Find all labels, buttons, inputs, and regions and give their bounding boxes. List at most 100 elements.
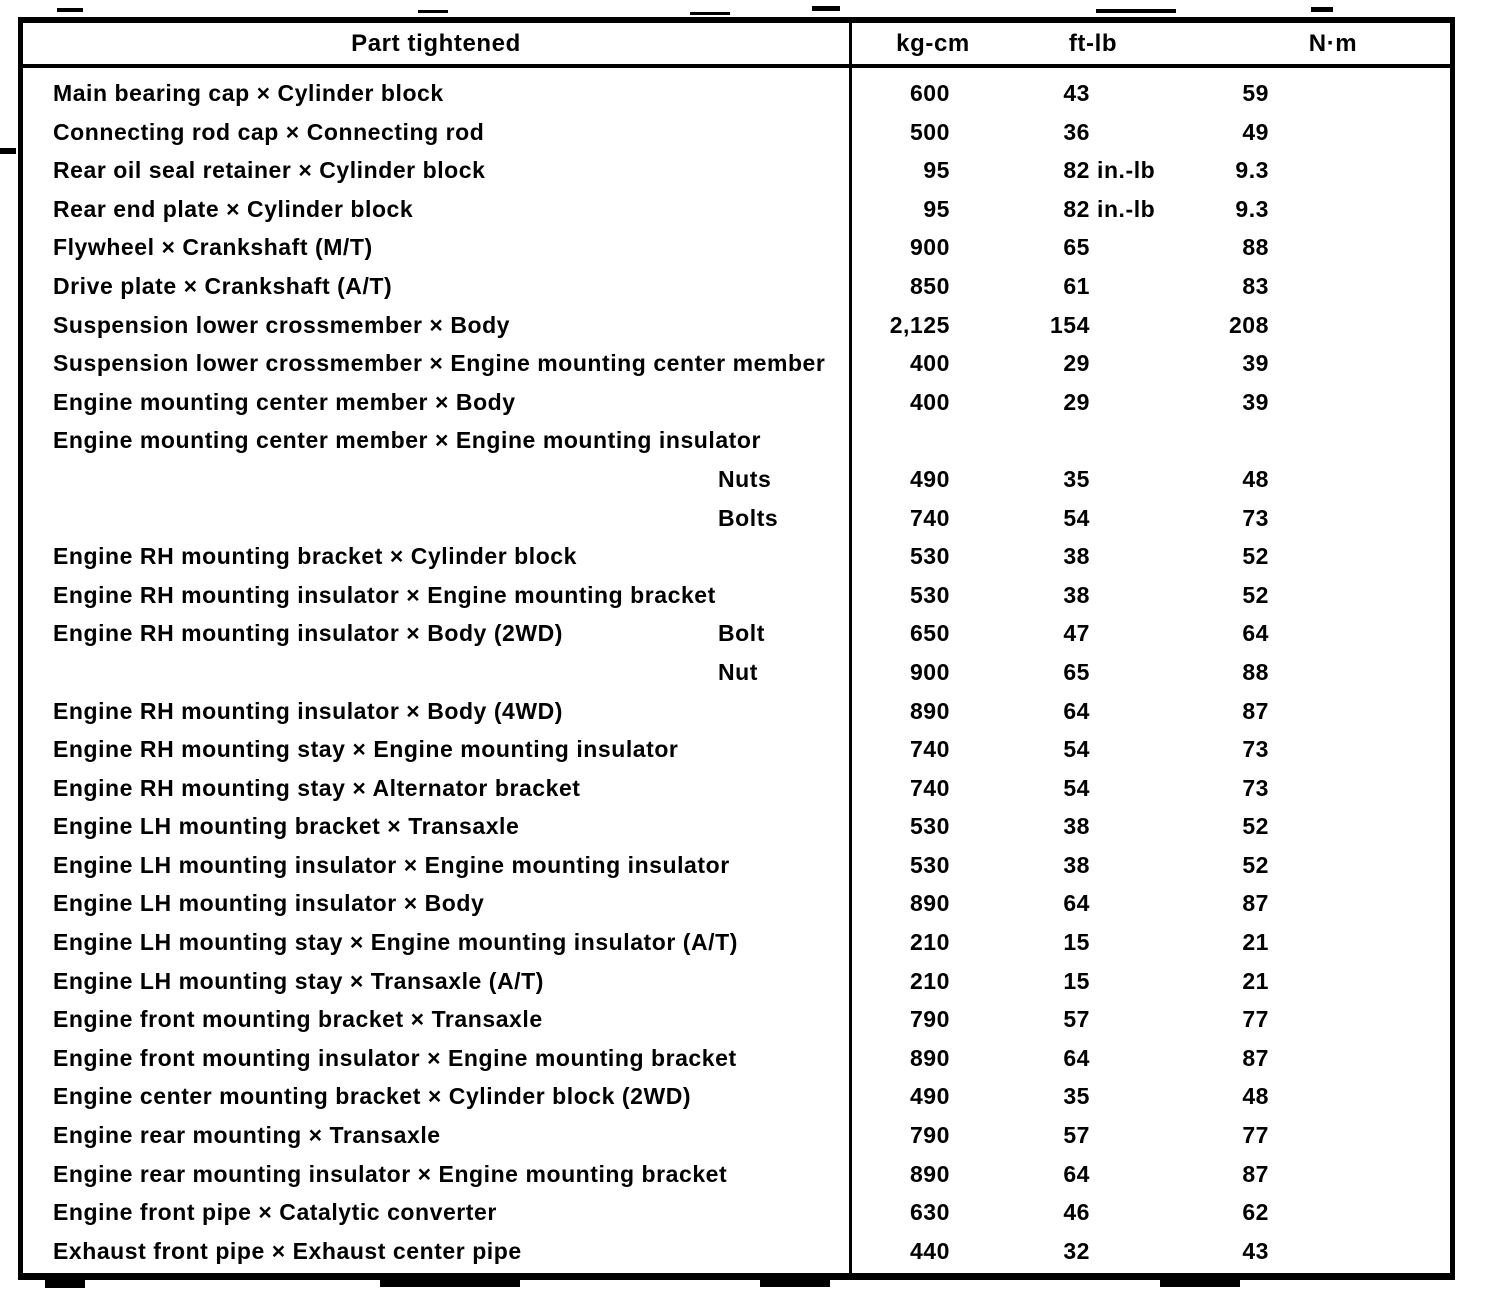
ftlb-value: 29 <box>1063 388 1090 415</box>
kgcm-value: 630 <box>909 1199 950 1226</box>
ftlb-value: 61 <box>1063 272 1090 299</box>
fastener-type-label: Bolts <box>718 504 779 531</box>
kgcm-value: 600 <box>909 80 950 106</box>
nm-value: 87 <box>1242 890 1269 917</box>
table-row: Main bearing cap × Cylinder block 600 43 59 <box>23 74 1450 113</box>
table-row: Engine front pipe × Catalytic converter 6… <box>23 1193 1450 1232</box>
table-row: Engine mounting center member × Engine m… <box>23 421 1450 460</box>
kgcm-value: 900 <box>909 234 950 261</box>
part-tightened-label: Engine center mounting bracket × Cylinde… <box>53 1083 692 1110</box>
kgcm-value: 900 <box>909 658 950 685</box>
column-header-nm: N·m <box>1308 30 1358 57</box>
table-row: Bolts 740 54 73 <box>23 499 1450 538</box>
part-tightened-label: Engine front mounting insulator × Engine… <box>53 1044 737 1071</box>
nm-value: 77 <box>1242 1006 1269 1033</box>
kgcm-value: 95 <box>923 157 950 184</box>
scan-artifact <box>57 8 83 12</box>
fastener-type-label: Bolt <box>718 620 765 647</box>
ftlb-value: 35 <box>1063 1083 1090 1110</box>
nm-value: 62 <box>1242 1199 1269 1226</box>
ftlb-value: 154 <box>1049 311 1090 338</box>
kgcm-value: 890 <box>909 697 950 724</box>
nm-value: 52 <box>1242 581 1269 608</box>
ftlb-value: 38 <box>1063 581 1090 608</box>
kgcm-value: 790 <box>909 1122 950 1149</box>
kgcm-value: 530 <box>909 581 950 608</box>
fastener-type-label: Nuts <box>718 465 772 492</box>
scan-artifact <box>0 148 16 154</box>
part-tightened-label: Engine RH mounting insulator × Engine mo… <box>53 581 716 608</box>
part-tightened-label: Engine LH mounting insulator × Engine mo… <box>53 851 730 878</box>
ftlb-value: 57 <box>1063 1122 1090 1149</box>
kgcm-value: 500 <box>909 118 950 145</box>
part-tightened-label: Engine rear mounting insulator × Engine … <box>53 1160 728 1187</box>
table-row: Engine front mounting insulator × Engine… <box>23 1039 1450 1078</box>
ftlb-value: 65 <box>1063 658 1090 685</box>
table-row: Engine RH mounting insulator × Body (4WD… <box>23 692 1450 731</box>
ftlb-value: 35 <box>1063 465 1090 492</box>
table-row: Engine RH mounting stay × Alternator bra… <box>23 769 1450 808</box>
kgcm-value: 890 <box>909 1160 950 1187</box>
ftlb-value: 38 <box>1063 543 1090 570</box>
kgcm-value: 95 <box>923 195 950 222</box>
part-tightened-label: Engine LH mounting stay × Transaxle (A/T… <box>53 967 544 994</box>
scan-artifact <box>418 10 448 13</box>
table-row: Engine LH mounting bracket × Transaxle 53… <box>23 807 1450 846</box>
nm-value: 87 <box>1242 1160 1269 1187</box>
kgcm-value: 530 <box>909 851 950 878</box>
ftlb-value: 64 <box>1063 1160 1090 1187</box>
kgcm-value: 790 <box>909 1006 950 1033</box>
nm-value: 77 <box>1242 1122 1269 1149</box>
nm-value: 88 <box>1242 658 1269 685</box>
nm-value: 52 <box>1242 851 1269 878</box>
ftlb-value: 54 <box>1063 504 1090 531</box>
kgcm-value: 740 <box>909 774 950 801</box>
table-row: Engine LH mounting insulator × Engine mo… <box>23 846 1450 885</box>
part-tightened-label: Rear oil seal retainer × Cylinder block <box>53 157 486 184</box>
ftlb-value: 54 <box>1063 736 1090 763</box>
scan-artifact <box>1160 1279 1240 1287</box>
fastener-type-label: Nut <box>718 658 758 685</box>
nm-value: 83 <box>1242 272 1269 299</box>
nm-value: 73 <box>1242 504 1269 531</box>
part-tightened-label: Engine front pipe × Catalytic converter <box>53 1199 497 1226</box>
table-row: Drive plate × Crankshaft (A/T) 850 61 83 <box>23 267 1450 306</box>
nm-value: 87 <box>1242 1044 1269 1071</box>
part-tightened-label: Main bearing cap × Cylinder block <box>53 80 444 106</box>
nm-value: 9.3 <box>1235 195 1269 222</box>
ftlb-value: 15 <box>1063 929 1090 956</box>
table-row: Engine RH mounting bracket × Cylinder bl… <box>23 537 1450 576</box>
part-tightened-label: Engine LH mounting insulator × Body <box>53 890 485 917</box>
table-row: Flywheel × Crankshaft (M/T) 900 65 88 <box>23 228 1450 267</box>
ftlb-value: 64 <box>1063 1044 1090 1071</box>
kgcm-value: 400 <box>909 350 950 377</box>
column-header-ftlb: ft-lb <box>1068 30 1118 57</box>
ftlb-value: 32 <box>1063 1237 1090 1264</box>
part-tightened-label: Engine LH mounting bracket × Transaxle <box>53 813 520 840</box>
nm-value: 39 <box>1242 388 1269 415</box>
table-row: Exhaust front pipe × Exhaust center pipe… <box>23 1232 1450 1271</box>
nm-value: 64 <box>1242 620 1269 647</box>
ftlb-unit-suffix: in.-lb <box>1097 157 1156 184</box>
table-header-row: Part tightened kg-cm ft-lb N·m <box>23 23 1450 64</box>
part-tightened-label: Engine RH mounting insulator × Body (2WD… <box>53 620 564 647</box>
nm-value: 73 <box>1242 736 1269 763</box>
kgcm-value: 400 <box>909 388 950 415</box>
ftlb-unit-suffix: in.-lb <box>1097 195 1156 222</box>
scan-artifact <box>760 1280 830 1287</box>
ftlb-value: 65 <box>1063 234 1090 261</box>
kgcm-value: 650 <box>909 620 950 647</box>
table-row: Engine LH mounting stay × Engine mountin… <box>23 923 1450 962</box>
nm-value: 52 <box>1242 543 1269 570</box>
ftlb-value: 54 <box>1063 774 1090 801</box>
nm-value: 39 <box>1242 350 1269 377</box>
part-tightened-label: Engine mounting center member × Engine m… <box>53 427 761 454</box>
table-row: Connecting rod cap × Connecting rod 500 36… <box>23 113 1450 152</box>
scan-artifact <box>380 1279 520 1287</box>
ftlb-value: 29 <box>1063 350 1090 377</box>
part-tightened-label: Engine RH mounting stay × Alternator bra… <box>53 774 581 801</box>
ftlb-value: 15 <box>1063 967 1090 994</box>
table-row: Nuts 490 35 48 <box>23 460 1450 499</box>
scan-artifact <box>1311 7 1333 12</box>
